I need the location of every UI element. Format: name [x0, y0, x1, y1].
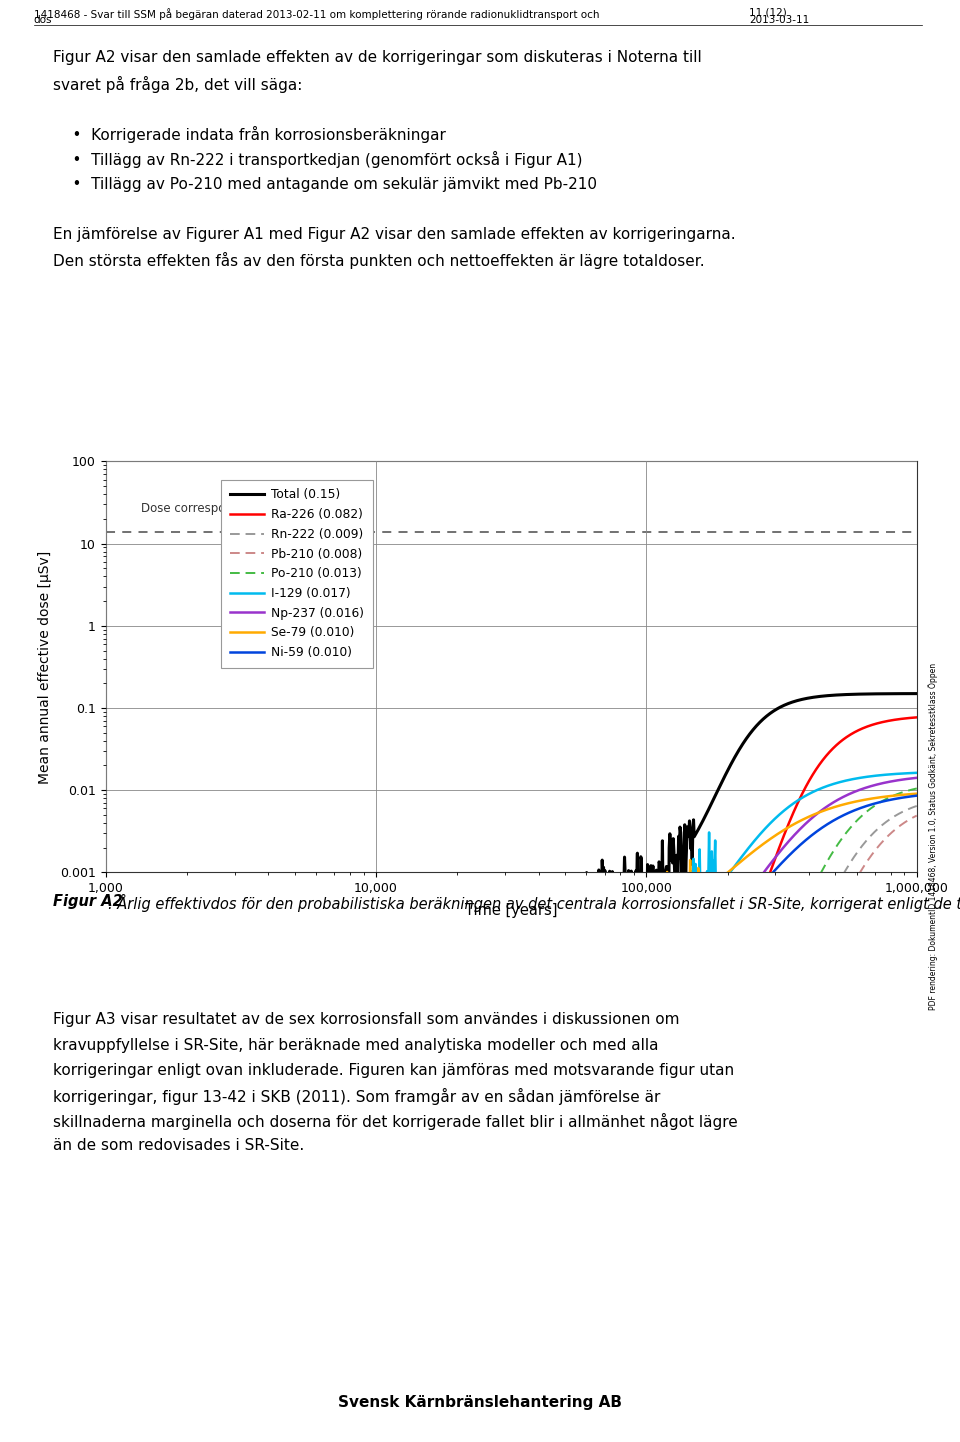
- Legend: Total (0.15), Ra-226 (0.082), Rn-222 (0.009), Pb-210 (0.008), Po-210 (0.013), I-: Total (0.15), Ra-226 (0.082), Rn-222 (0.…: [221, 480, 372, 668]
- Text: •  Tillägg av Po-210 med antagande om sekulär jämvikt med Pb-210: • Tillägg av Po-210 med antagande om sek…: [53, 176, 597, 192]
- Text: dos: dos: [34, 14, 52, 25]
- Text: . Årlig effektivdos för den probabilistiska beräkningen av det centrala korrosio: . Årlig effektivdos för den probabilisti…: [108, 894, 960, 911]
- Text: Den största effekten fås av den första punkten och nettoeffekten är lägre totald: Den största effekten fås av den första p…: [53, 252, 705, 270]
- Text: Figur A2: Figur A2: [53, 894, 123, 908]
- Text: svaret på fråga 2b, det vill säga:: svaret på fråga 2b, det vill säga:: [53, 75, 302, 92]
- Text: 2013-03-11: 2013-03-11: [749, 14, 809, 25]
- Text: •  Tillägg av Rn-222 i transportkedjan (genomfört också i Figur A1): • Tillägg av Rn-222 i transportkedjan (g…: [53, 151, 583, 169]
- Text: korrigeringar enligt ovan inkluderade. Figuren kan jämföras med motsvarande figu: korrigeringar enligt ovan inkluderade. F…: [53, 1063, 734, 1077]
- X-axis label: Time [years]: Time [years]: [465, 904, 558, 919]
- Text: 11 (12): 11 (12): [749, 7, 786, 17]
- Text: kravuppfyllelse i SR-Site, här beräknade med analytiska modeller och med alla: kravuppfyllelse i SR-Site, här beräknade…: [53, 1038, 659, 1053]
- Text: än de som redovisades i SR-Site.: än de som redovisades i SR-Site.: [53, 1139, 304, 1154]
- Y-axis label: Mean annual effective dose [μSv]: Mean annual effective dose [μSv]: [37, 551, 52, 783]
- Text: korrigeringar, figur 13-42 i SKB (2011). Som framgår av en sådan jämförelse är: korrigeringar, figur 13-42 i SKB (2011).…: [53, 1087, 660, 1105]
- Text: Dose corresponding  to risk limit: Dose corresponding to risk limit: [141, 502, 333, 515]
- Text: En jämförelse av Figurer A1 med Figur A2 visar den samlade effekten av korrigeri: En jämförelse av Figurer A1 med Figur A2…: [53, 226, 735, 242]
- Text: •  Korrigerade indata från korrosionsberäkningar: • Korrigerade indata från korrosionsberä…: [53, 125, 445, 143]
- Text: 1418468 - Svar till SSM på begäran daterad 2013-02-11 om komplettering rörande r: 1418468 - Svar till SSM på begäran dater…: [34, 7, 599, 20]
- Text: skillnaderna marginella och doserna för det korrigerade fallet blir i allmänhet : skillnaderna marginella och doserna för …: [53, 1113, 737, 1131]
- Text: Figur A3 visar resultatet av de sex korrosionsfall som användes i diskussionen o: Figur A3 visar resultatet av de sex korr…: [53, 1012, 680, 1027]
- Text: Figur A2 visar den samlade effekten av de korrigeringar som diskuteras i Noterna: Figur A2 visar den samlade effekten av d…: [53, 50, 702, 65]
- Text: PDF rendering: DokumentID 1418468, Version 1.0, Status Godkänt, Sekretesstklass : PDF rendering: DokumentID 1418468, Versi…: [928, 663, 938, 1009]
- Text: Svensk Kärnbränslehantering AB: Svensk Kärnbränslehantering AB: [338, 1396, 622, 1410]
